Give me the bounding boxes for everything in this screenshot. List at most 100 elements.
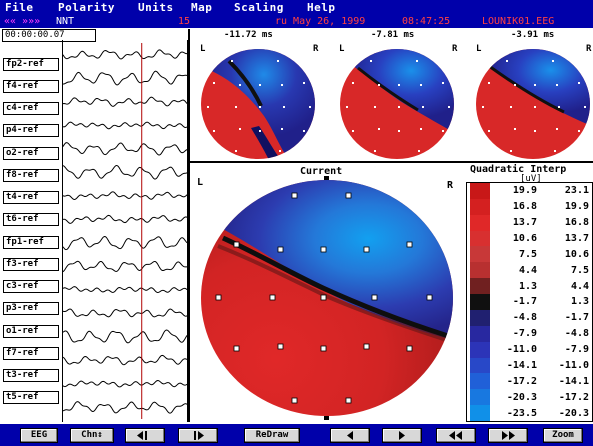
legend-row: 7.5 10.6 <box>467 246 592 263</box>
legend-value-low: -23.5 <box>506 407 537 419</box>
fast-back-icon <box>449 431 462 440</box>
legend-row: 1.3 4.4 <box>467 278 592 295</box>
channel-label-fp1[interactable]: fp1-ref <box>3 236 59 249</box>
small-map-2-right-label: R <box>452 44 458 54</box>
zoom-button[interactable]: Zoom <box>543 428 583 443</box>
legend-value-high: 23.1 <box>564 185 589 197</box>
menu-help[interactable]: Help <box>307 1 336 14</box>
eeg-trace <box>63 96 187 107</box>
channel-label-c4[interactable]: c4-ref <box>3 102 59 115</box>
legend-value-high: -1.7 <box>564 312 589 324</box>
small-map-3-right-label: R <box>586 44 592 54</box>
legend-value-low: -11.0 <box>506 344 537 356</box>
eeg-traces-panel[interactable] <box>62 40 188 422</box>
eeg-button[interactable]: EEG <box>20 428 58 443</box>
status-date: ru May 26, 1999 <box>275 16 366 27</box>
small-map-2-left-label: L <box>339 44 345 54</box>
legend-value-low: 13.7 <box>512 217 537 229</box>
legend-value-high: -7.9 <box>564 344 589 356</box>
legend-color-swatch <box>470 309 490 327</box>
legend-color-swatch <box>470 341 490 359</box>
channel-label-c3[interactable]: c3-ref <box>3 280 59 293</box>
scalp-map-small-3[interactable] <box>474 46 592 160</box>
legend-value-low: 4.4 <box>518 264 537 276</box>
legend-color-swatch <box>470 214 490 232</box>
step-forward-button[interactable] <box>178 428 218 443</box>
eeg-trace <box>63 214 187 224</box>
fast-forward-icon <box>502 431 515 440</box>
next-button[interactable] <box>382 428 422 443</box>
legend-value-high: -4.8 <box>564 328 589 340</box>
eeg-trace <box>63 235 187 251</box>
scalp-map-small-2[interactable] <box>338 46 456 160</box>
small-map-2-time: -7.81 ms <box>371 30 415 40</box>
channel-button[interactable]: Chn↕ <box>70 428 114 443</box>
eeg-trace <box>63 354 187 366</box>
legend-row: -1.7 1.3 <box>467 294 592 311</box>
legend-value-low: -17.2 <box>506 375 537 387</box>
menu-map[interactable]: Map <box>191 1 213 14</box>
menu-units[interactable]: Units <box>138 1 174 14</box>
redraw-button[interactable]: ReDraw <box>244 428 300 443</box>
channel-label-o1[interactable]: o1-ref <box>3 325 59 338</box>
step-back-button[interactable] <box>125 428 165 443</box>
legend-value-high: -14.1 <box>558 375 589 387</box>
legend-color-swatch <box>470 373 490 390</box>
menu-bar: File Polarity Units Map Scaling Help <box>0 0 593 15</box>
legend-color-swatch <box>470 262 490 279</box>
time-cursor-display: 00:00:00.07 <box>2 29 96 42</box>
channel-label-o2[interactable]: o2-ref <box>3 147 59 160</box>
legend-value-high: 19.9 <box>564 201 589 213</box>
legend-value-low: -1.7 <box>512 296 537 308</box>
channel-label-p3[interactable]: p3-ref <box>3 302 59 315</box>
legend-value-high: -17.2 <box>558 391 589 403</box>
menu-scaling[interactable]: Scaling <box>234 1 284 14</box>
menu-file[interactable]: File <box>5 1 34 14</box>
legend-row: -7.9 -4.8 <box>467 325 592 343</box>
panel-divider-horizontal <box>188 161 593 163</box>
channel-label-t3[interactable]: t3-ref <box>3 369 59 382</box>
big-map-right-label: R <box>447 180 454 191</box>
eeg-trace <box>63 401 187 414</box>
legend-value-low: -20.3 <box>506 391 537 403</box>
channel-label-f3[interactable]: f3-ref <box>3 258 59 271</box>
legend-value-high: 13.7 <box>564 233 589 245</box>
fast-back-button[interactable] <box>436 428 476 443</box>
legend-row: 16.8 19.9 <box>467 198 592 216</box>
legend-row: -20.3 -17.2 <box>467 389 592 406</box>
legend-color-swatch <box>470 278 490 295</box>
legend-color-swatch <box>470 183 490 200</box>
legend-color-swatch <box>470 198 490 216</box>
eeg-trace <box>63 165 187 180</box>
channel-label-f7[interactable]: f7-ref <box>3 347 59 360</box>
legend-value-low: -14.1 <box>506 359 537 371</box>
eeg-trace <box>63 49 187 60</box>
channel-label-t5[interactable]: t5-ref <box>3 391 59 404</box>
channel-label-f8[interactable]: f8-ref <box>3 169 59 182</box>
eeg-trace <box>63 380 187 388</box>
eeg-trace <box>63 260 187 273</box>
menu-polarity[interactable]: Polarity <box>58 1 115 14</box>
channel-label-fp2[interactable]: fp2-ref <box>3 58 59 71</box>
legend-color-swatch <box>470 405 490 422</box>
legend-row: 4.4 7.5 <box>467 262 592 279</box>
prev-button[interactable] <box>330 428 370 443</box>
channel-label-t6[interactable]: t6-ref <box>3 213 59 226</box>
legend-value-low: 7.5 <box>518 248 537 260</box>
scalp-map-current[interactable] <box>198 176 456 420</box>
legend-value-low: 1.3 <box>518 280 537 292</box>
fast-forward-button[interactable] <box>488 428 528 443</box>
channel-label-f4[interactable]: f4-ref <box>3 80 59 93</box>
legend-row: -14.1 -11.0 <box>467 357 592 374</box>
status-channel-count: 15 <box>178 16 191 27</box>
prev-icon <box>347 431 353 440</box>
legend-value-low: 10.6 <box>512 233 537 245</box>
channel-label-t4[interactable]: t4-ref <box>3 191 59 204</box>
small-map-1-time: -11.72 ms <box>224 30 273 40</box>
legend-color-swatch <box>470 294 490 311</box>
step-back-icon <box>137 431 147 440</box>
channel-label-p4[interactable]: p4-ref <box>3 124 59 137</box>
scalp-map-small-1[interactable] <box>199 46 317 160</box>
status-filename: LOUNIK01.EEG <box>482 16 555 27</box>
legend-value-high: 16.8 <box>564 217 589 229</box>
